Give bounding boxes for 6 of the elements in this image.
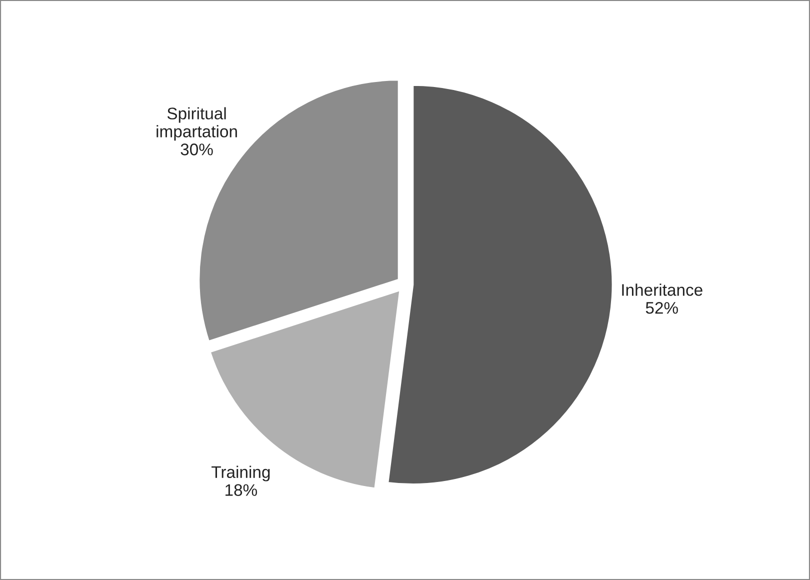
slice-label: Inheritance (622, 284, 702, 296)
data-label: 18% (226, 484, 258, 496)
slice-label: Training (212, 466, 270, 482)
slice-label: Spiritual impartation (156, 107, 237, 141)
data-label: 52% (646, 302, 678, 314)
data-label: 30% (180, 144, 213, 156)
